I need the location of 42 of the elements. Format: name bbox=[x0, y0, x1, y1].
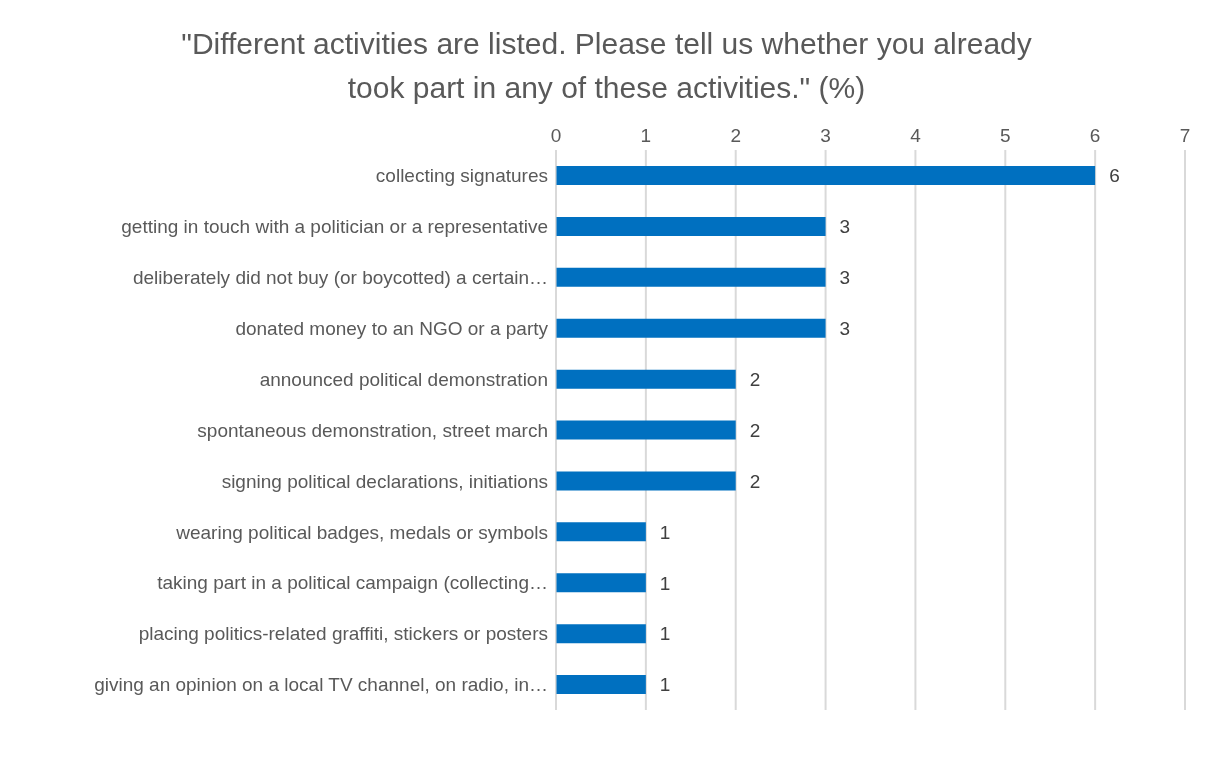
x-tick-label: 1 bbox=[640, 125, 652, 146]
y-tick-label: donated money to an NGO or a party bbox=[235, 317, 549, 339]
y-tick-label: giving an opinion on a local TV channel, on radio, in… bbox=[94, 674, 548, 696]
bar bbox=[556, 318, 826, 338]
bar bbox=[556, 267, 826, 287]
data-label: 2 bbox=[749, 419, 761, 441]
bar bbox=[556, 573, 646, 593]
bar bbox=[556, 675, 646, 695]
bar bbox=[556, 420, 736, 440]
bar bbox=[556, 624, 646, 644]
y-tick-label: deliberately did not buy (or boycotted) a certain… bbox=[132, 267, 548, 289]
bar bbox=[556, 166, 1096, 185]
y-tick-label: getting in touch with a politician or a representative bbox=[121, 216, 548, 238]
data-label: 1 bbox=[659, 674, 671, 696]
y-tick-label: placing politics-related graffiti, stickers or posters bbox=[138, 623, 548, 645]
data-label: 2 bbox=[749, 470, 761, 492]
bar bbox=[556, 471, 736, 491]
chart-title: "Different activities are listed. Please tell us whether you already took part in any of these activities." (%) bbox=[180, 26, 1033, 106]
data-label: 2 bbox=[749, 368, 761, 390]
y-tick-label: spontaneous demonstration, street march bbox=[197, 419, 548, 441]
data-label: 3 bbox=[839, 216, 851, 238]
y-tick-label: announced political demonstration bbox=[259, 368, 548, 390]
bar bbox=[556, 369, 736, 389]
x-tick-label: 0 bbox=[550, 125, 562, 146]
data-label: 6 bbox=[1109, 165, 1120, 187]
data-label: 3 bbox=[839, 317, 851, 339]
y-tick-label: taking part in a political campaign (collecting… bbox=[157, 572, 548, 594]
y-tick-label: signing political declarations, initiations bbox=[221, 470, 548, 492]
x-tick-label: 2 bbox=[730, 125, 741, 146]
data-label: 1 bbox=[659, 623, 671, 645]
x-tick-label: 5 bbox=[1000, 125, 1011, 146]
data-label: 3 bbox=[839, 267, 851, 289]
x-tick-label: 3 bbox=[820, 125, 831, 146]
x-tick-label: 4 bbox=[910, 125, 922, 146]
y-tick-label: wearing political badges, medals or symbols bbox=[175, 521, 548, 543]
data-label: 1 bbox=[659, 521, 671, 543]
y-tick-label: collecting signatures bbox=[375, 165, 548, 187]
x-tick-label: 6 bbox=[1089, 125, 1101, 146]
x-tick-label: 7 bbox=[1179, 125, 1191, 146]
bar bbox=[556, 522, 646, 542]
bar bbox=[556, 216, 826, 236]
data-label: 1 bbox=[659, 572, 671, 594]
